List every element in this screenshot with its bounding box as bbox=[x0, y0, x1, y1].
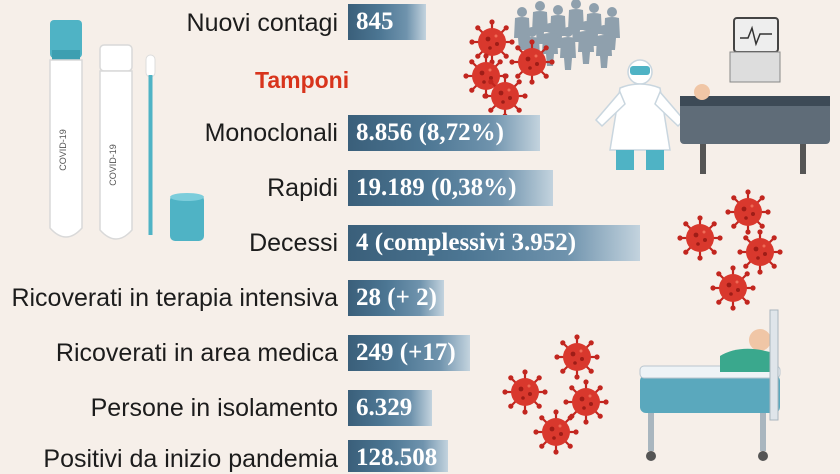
row-label-decessi: Decessi bbox=[249, 229, 338, 257]
svg-text:COVID-19: COVID-19 bbox=[108, 144, 118, 186]
svg-text:COVID-19: COVID-19 bbox=[58, 129, 68, 171]
row-label-positivi: Positivi da inizio pandemia bbox=[43, 445, 338, 473]
row-label-monoclonali: Monoclonali bbox=[204, 119, 338, 147]
hospital-bed-illustration bbox=[639, 309, 781, 461]
row-value-area-medica: 249 (+17) bbox=[348, 335, 470, 371]
row-label-area-medica: Ricoverati in area medica bbox=[55, 339, 338, 367]
row-label-isolamento: Persone in isolamento bbox=[90, 394, 338, 422]
section-title: Tamponi bbox=[255, 67, 350, 93]
row-value-rapidi: 19.189 (0,38%) bbox=[348, 170, 553, 206]
row-value-isolamento: 6.329 bbox=[348, 390, 432, 426]
test-kit-illustration: COVID-19 COVID-19 bbox=[49, 20, 204, 241]
medic-illustration bbox=[594, 59, 686, 170]
new-cases-label: Nuovi contagi bbox=[186, 9, 338, 37]
new-cases-value: 845 bbox=[348, 4, 426, 40]
row-value-positivi: 128.508 bbox=[348, 440, 448, 472]
row-value-terapia-intensiva: 28 (+ 2) bbox=[348, 280, 444, 316]
row-value-decessi: 4 (complessivi 3.952) bbox=[348, 225, 640, 261]
row-label-terapia-intensiva: Ricoverati in terapia intensiva bbox=[11, 284, 338, 312]
row-value-monoclonali: 8.856 (8,72%) bbox=[348, 115, 540, 151]
row-label-rapidi: Rapidi bbox=[267, 174, 338, 202]
icu-bed-illustration bbox=[680, 17, 830, 174]
